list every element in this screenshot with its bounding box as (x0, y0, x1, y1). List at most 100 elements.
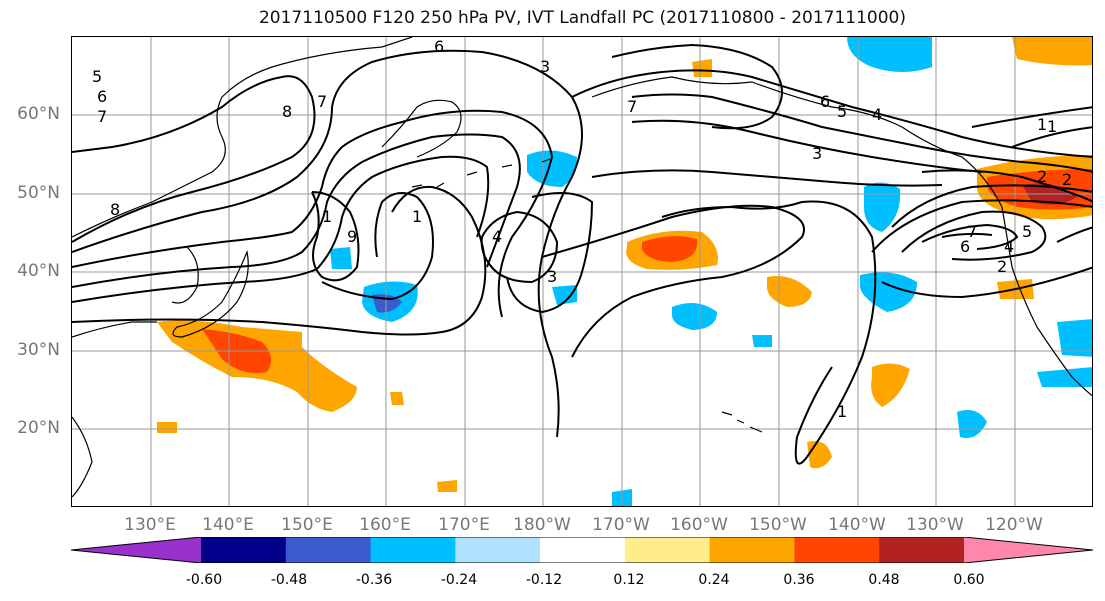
coastlines (72, 37, 1092, 498)
colorbar-segment (201, 537, 287, 563)
positive-anomaly-4 (807, 441, 832, 469)
colorbar-segment (879, 537, 965, 563)
positive-anomaly-2 (767, 276, 812, 307)
colorbar-segment (540, 537, 626, 563)
china-coast (72, 321, 157, 338)
negative-anomaly-4 (552, 285, 577, 305)
contour-label: 6 (434, 37, 444, 56)
aleutian-islands (411, 158, 551, 188)
contour-label: 3 (547, 267, 557, 286)
contour-label: 3 (812, 144, 822, 163)
japan-coast (172, 249, 249, 338)
hawaii-islands (721, 411, 763, 433)
korea-coast (171, 246, 199, 304)
contour-label: 5 (92, 67, 102, 86)
colorbar-tick-label: 0.36 (783, 572, 815, 588)
contour-label: 7 (627, 97, 637, 116)
colorbar-segment (794, 537, 880, 563)
contour-label: 8 (110, 200, 120, 219)
contour-label: 4 (872, 105, 882, 124)
lon-label: 170°W (592, 515, 650, 535)
lon-label: 150°E (281, 515, 333, 535)
colorbar-extend-max (964, 537, 1093, 563)
colorbar-segment (285, 537, 372, 563)
colorbar-tick-label: -0.36 (355, 572, 393, 588)
contour-label: 2 (997, 257, 1007, 276)
lon-label: 140°W (828, 515, 886, 535)
lat-label-20n: 20°N (17, 418, 60, 438)
colorbar-tick-label: -0.60 (185, 572, 223, 588)
contour-label: 5 (837, 102, 847, 121)
lon-label: 180°W (513, 515, 571, 535)
negative-anomaly-3 (527, 150, 577, 187)
map-title: 2017110500 F120 250 hPa PV, IVT Landfall… (258, 8, 906, 28)
colorbar-segment (624, 537, 711, 563)
colorbar-tick-label: -0.12 (525, 572, 563, 588)
negative-anomaly-12 (1037, 367, 1092, 387)
positive-anomaly-7 (1012, 37, 1092, 66)
anomaly-shading (157, 37, 1092, 506)
colorbar-segment (370, 537, 456, 563)
negative-anomaly-7 (864, 182, 901, 232)
positive-anomaly-small-3 (437, 480, 457, 492)
contour-label: 5 (1022, 222, 1032, 241)
positive-anomaly-5 (692, 59, 712, 77)
positive-anomaly-small-2 (390, 392, 404, 405)
lon-label: 140°E (202, 515, 254, 535)
lon-label: 150°W (749, 515, 807, 535)
colorbar-tick-label: -0.24 (440, 572, 478, 588)
lon-label: 120°W (985, 515, 1043, 535)
colorbar-tick-label: 0.24 (698, 572, 730, 588)
lat-label-50n: 50°N (17, 183, 60, 203)
negative-anomaly-6 (752, 335, 772, 347)
contour-label: 7 (97, 107, 107, 126)
lat-label-30n: 30°N (17, 340, 60, 360)
contour-label: 6 (960, 237, 970, 256)
lon-label: 130°W (906, 515, 964, 535)
contour-label: 1 (1037, 115, 1047, 134)
contour-label: 7 (317, 92, 327, 111)
contour-label: 6 (97, 87, 107, 106)
map-canvas: 5 6 7 8 6 7 8 1 9 1 4 3 3 6 5 4 7 3 1 1 … (72, 37, 1092, 506)
positive-anomaly-small (157, 422, 177, 433)
colorbar-segment (709, 537, 795, 563)
map-panel: 5 6 7 8 6 7 8 1 9 1 4 3 3 6 5 4 7 3 1 1 … (71, 36, 1093, 507)
colorbar-tick-label: 0.60 (953, 572, 985, 588)
contour-label: 9 (347, 227, 357, 246)
alaska-coast (591, 76, 963, 158)
contour-label: 6 (820, 92, 830, 111)
philippines-coast (72, 416, 93, 498)
contour-labels: 5 6 7 8 6 7 8 1 9 1 4 3 3 6 5 4 7 3 1 1 … (92, 37, 1072, 421)
contour-label: 3 (540, 57, 550, 76)
contour-label: 7 (967, 222, 977, 241)
lon-label: 170°E (438, 515, 490, 535)
contour-label: 2 (1037, 167, 1047, 186)
positive-anomaly-3 (871, 363, 910, 407)
colorbar-segment (455, 537, 541, 563)
pv-contours (72, 43, 1092, 465)
contour-label: 8 (282, 102, 292, 121)
contour-label: 1 (412, 207, 422, 226)
lon-label: 130°E (124, 515, 176, 535)
contour-label: 2 (1062, 170, 1072, 189)
colorbar-extend-min (71, 537, 201, 563)
negative-anomaly-2 (330, 247, 352, 269)
negative-anomaly-9 (847, 37, 932, 72)
contour-label: 1 (837, 402, 847, 421)
negative-anomaly-11 (1057, 319, 1092, 357)
asia-coast (72, 37, 413, 238)
positive-anomaly-central-core (642, 236, 698, 262)
colorbar-tick-label: 0.48 (868, 572, 900, 588)
lon-label: 160°W (670, 515, 728, 535)
colorbar-tick-label: 0.12 (613, 572, 645, 588)
contour-label: 4 (492, 227, 502, 246)
lat-label-60n: 60°N (17, 104, 60, 124)
lon-label: 160°E (359, 515, 411, 535)
contour-label: 1 (1047, 117, 1057, 136)
kamchatka-coast (381, 99, 462, 158)
north-america-coast (961, 156, 1092, 397)
negative-anomaly-10 (957, 409, 987, 438)
negative-anomaly-5 (672, 303, 717, 330)
colorbar (71, 537, 1093, 563)
contour-label: 4 (1004, 237, 1014, 256)
